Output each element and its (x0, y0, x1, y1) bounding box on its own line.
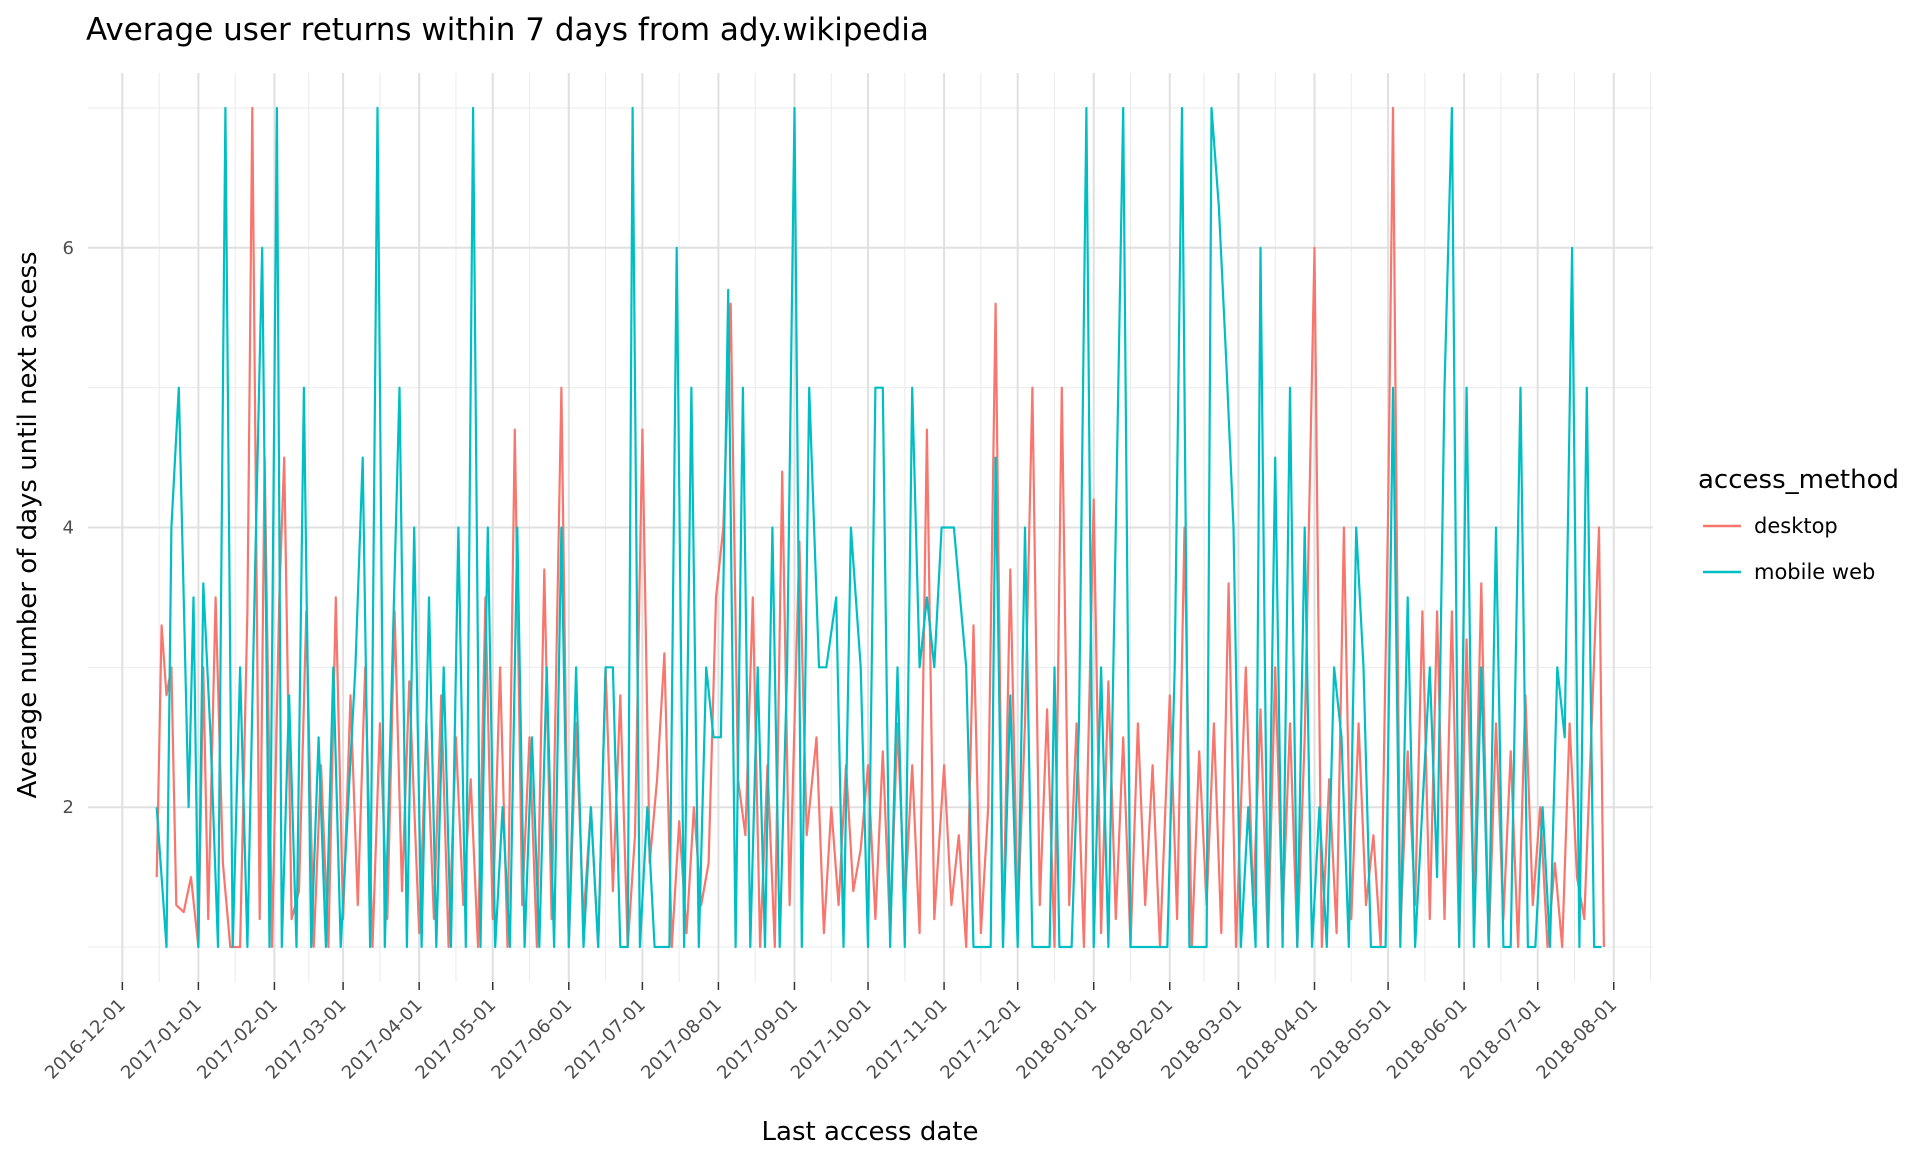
series-lines (155, 106, 1605, 949)
y-tick-label: 2 (63, 797, 74, 818)
x-axis-title: Last access date (762, 1117, 979, 1147)
series-line-mobile-web (155, 106, 1602, 949)
chart-title: Average user returns within 7 days from … (86, 12, 929, 48)
legend-label-desktop: desktop (1754, 514, 1838, 538)
legend-label-mobile-web: mobile web (1754, 560, 1875, 584)
y-axis-ticks: 2 4 6 (63, 238, 74, 818)
x-tick-label: 2018-01-01 (1012, 995, 1101, 1084)
x-tick-label: 2016-12-01 (41, 995, 130, 1084)
x-tick-label: 2017-01-01 (117, 995, 206, 1084)
x-axis-ticks: 2016-12-012017-01-012017-02-012017-03-01… (41, 982, 1621, 1084)
series-line-desktop (155, 106, 1605, 949)
y-tick-label: 4 (63, 518, 74, 539)
legend-title: access_method (1698, 465, 1899, 495)
x-tick-label: 2017-08-01 (637, 995, 726, 1084)
x-tick-label: 2018-08-01 (1532, 995, 1621, 1084)
y-axis-title: Average number of days until next access (13, 251, 43, 798)
y-tick-label: 6 (63, 238, 74, 259)
legend: access_method desktop mobile web (1698, 465, 1899, 584)
